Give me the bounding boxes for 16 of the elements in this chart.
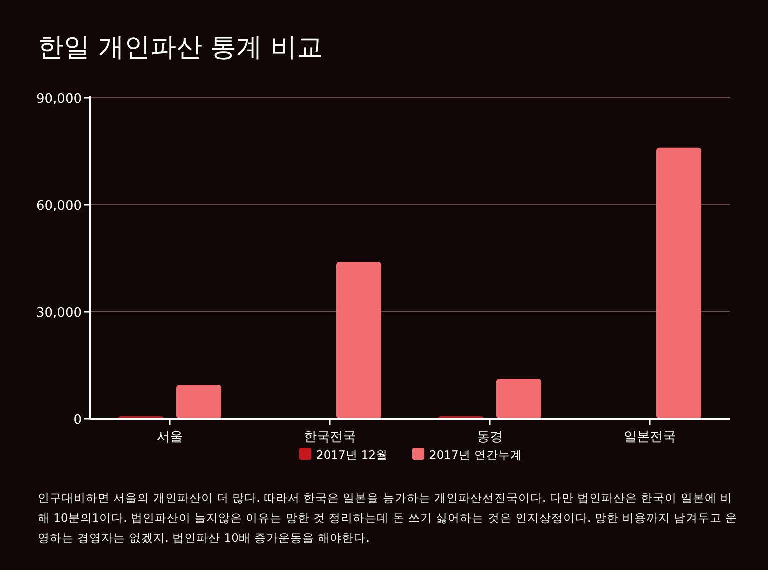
legend-label: 2017년 12월 bbox=[316, 448, 388, 462]
x-tick-label: 동경 bbox=[477, 430, 503, 445]
x-tick-label: 한국전국 bbox=[304, 430, 356, 445]
bar bbox=[496, 379, 542, 419]
x-tick-label: 서울 bbox=[157, 430, 183, 445]
x-tick-label: 일본전국 bbox=[624, 430, 676, 445]
bar bbox=[656, 148, 702, 419]
text: 인구대비하면 서울의 개인파산이 더 많다. 따라서 한국은 일본을 능가하는 개인파산선진국이다. 다만 법인파산은 한국이 일본에 비해 10분의1이다. 법인파산이 늘지않은 이유는 망한 것 정리하는데 돈 쓰기 싫어하는 것은 인지상정이다. 망한 비용까지 남겨두고 운영하는 경영자는 없겠지. 법인파산 10배 증가운동을 해야한다. bbox=[38, 490, 738, 547]
title: 한일 개인파산 통계 비교 bbox=[38, 32, 323, 65]
legend-label: 2017년 연간누계 bbox=[430, 448, 522, 462]
y-tick-label: 30,000 bbox=[36, 306, 82, 321]
y-tick-label: 0 bbox=[74, 413, 82, 428]
y-tick-label: 90,000 bbox=[36, 92, 82, 107]
y-tick-label: 60,000 bbox=[36, 199, 82, 214]
bar bbox=[176, 385, 222, 419]
bar bbox=[336, 262, 382, 419]
